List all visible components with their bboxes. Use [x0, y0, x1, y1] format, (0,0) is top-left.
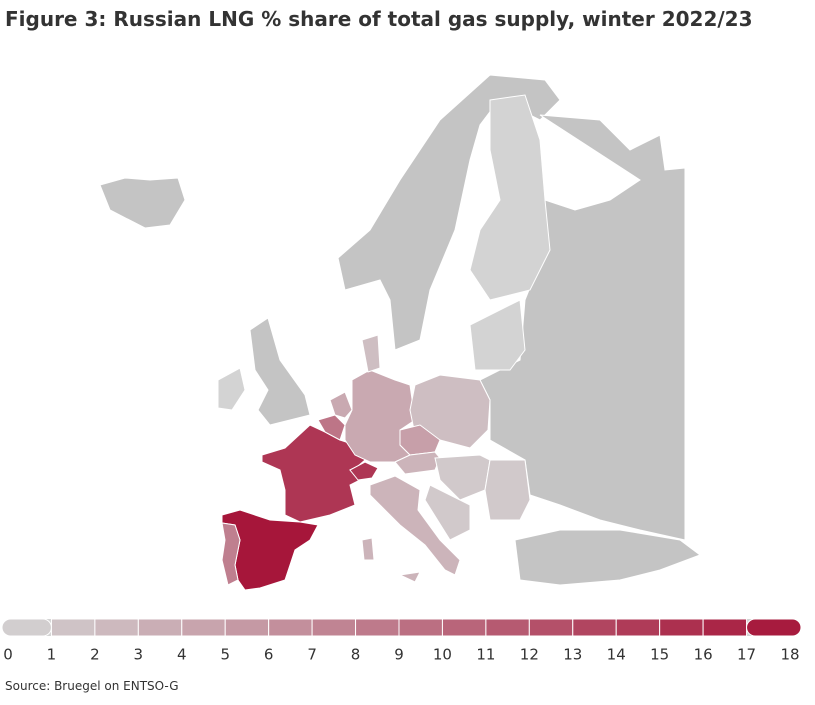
legend-swatch: [137, 618, 183, 637]
legend-swatch: [398, 618, 443, 637]
regions: [217, 94, 551, 591]
region: [424, 484, 471, 541]
legend-tick-label: 12: [520, 646, 539, 664]
legend-tick-label: 7: [307, 646, 317, 664]
legend-tick-label: 3: [134, 646, 144, 664]
land: [337, 74, 561, 351]
land: [99, 177, 186, 229]
region: [317, 414, 346, 441]
legend-swatch: [268, 618, 313, 637]
legend-tick-label: 15: [650, 646, 669, 664]
legend-swatch: [311, 618, 357, 637]
region: [329, 391, 353, 419]
legend-swatch: [746, 618, 802, 637]
legend-swatch: [224, 618, 270, 637]
region: [469, 94, 551, 301]
legend-swatch: [528, 618, 574, 637]
legend-swatch: [572, 618, 617, 637]
legend-swatch: [441, 618, 487, 637]
title: Figure 3: Russian LNG % share of total g…: [5, 7, 753, 31]
legend-tick-label: 16: [694, 646, 713, 664]
legend-swatch: [615, 618, 661, 637]
legend-swatch: [94, 618, 139, 637]
region: [369, 475, 461, 576]
no-data-land: [99, 74, 702, 586]
region: [398, 571, 421, 583]
legend-swatch: [50, 618, 96, 637]
region: [217, 367, 246, 411]
legend-tick-label: 1: [47, 646, 57, 664]
legend-tick-label: 8: [351, 646, 361, 664]
source: Source: Bruegel on ENTSO-G: [5, 679, 179, 693]
legend-tick-label: 5: [220, 646, 230, 664]
legend-swatch: [355, 618, 400, 637]
region: [409, 374, 491, 449]
legend-tick-label: 17: [737, 646, 756, 664]
legend-swatch: [1, 618, 52, 637]
legend-tick-label: 0: [3, 646, 13, 664]
legend: 0 1 2 3 4 5 6 7 8 9 10 11 12 13 14 15 16 17 18: [1, 618, 802, 664]
legend-tick-label: 18: [780, 646, 799, 664]
legend-tick-label: 13: [563, 646, 582, 664]
region: [484, 459, 531, 521]
legend-swatch: [181, 618, 226, 637]
legend-tick-label: 14: [607, 646, 626, 664]
legend-tick-label: 11: [476, 646, 495, 664]
region: [349, 461, 379, 481]
region: [469, 299, 526, 371]
legend-tick-label: 9: [394, 646, 404, 664]
legend-tick-label: 2: [90, 646, 100, 664]
legend-swatch: [659, 618, 704, 637]
land: [514, 529, 702, 586]
legend-swatch: [702, 618, 748, 637]
region: [361, 334, 381, 373]
region: [361, 537, 375, 561]
legend-tick-label: 6: [264, 646, 274, 664]
legend-swatch: [485, 618, 530, 637]
region: [221, 522, 241, 586]
land: [249, 317, 311, 426]
legend-tick-label: 10: [433, 646, 452, 664]
legend-tick-label: 4: [177, 646, 187, 664]
